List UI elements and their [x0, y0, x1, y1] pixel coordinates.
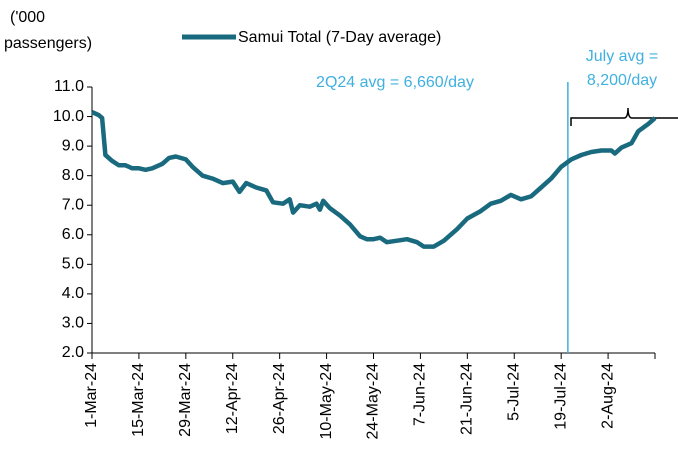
y-tick-label: 10.0 [53, 108, 84, 125]
y-axis-label: ('000 [10, 9, 45, 26]
y-tick-label: 9.0 [62, 137, 84, 154]
x-tick-label: 10-May-24 [318, 363, 335, 440]
x-tick-label: 24-May-24 [365, 363, 382, 440]
y-tick-label: 11.0 [54, 78, 84, 95]
x-tick-label: 1-Mar-24 [83, 363, 100, 428]
annotation: 2Q24 avg = 6,660/day [316, 74, 474, 91]
x-tick-label: 7-Jun-24 [412, 363, 429, 426]
y-tick-label: 3.0 [62, 315, 84, 332]
y-tick-label: 8.0 [62, 167, 84, 184]
annotation: 8,200/day [587, 72, 657, 89]
y-tick-label: 6.0 [62, 226, 84, 243]
x-tick-label: 15-Mar-24 [130, 363, 147, 437]
legend-label: Samui Total (7-Day average) [238, 29, 441, 46]
y-tick-label: 2.0 [62, 344, 84, 361]
y-tick-label: 4.0 [62, 285, 84, 302]
x-tick-label: 26-Apr-24 [271, 363, 288, 434]
x-tick-label: 21-Jun-24 [459, 363, 476, 435]
x-tick-label: 19-Jul-24 [552, 363, 569, 430]
y-axis-label: passengers) [4, 35, 92, 52]
x-tick-label: 5-Jul-24 [505, 363, 522, 421]
y-tick-label: 5.0 [62, 256, 84, 273]
brace [570, 107, 678, 126]
x-tick-label: 29-Mar-24 [177, 363, 194, 437]
data-line [91, 110, 657, 249]
annotation: July avg = [586, 48, 658, 65]
y-tick-label: 7.0 [62, 196, 84, 213]
x-tick-label: 2-Aug-24 [599, 363, 616, 429]
x-tick-label: 12-Apr-24 [224, 363, 241, 434]
